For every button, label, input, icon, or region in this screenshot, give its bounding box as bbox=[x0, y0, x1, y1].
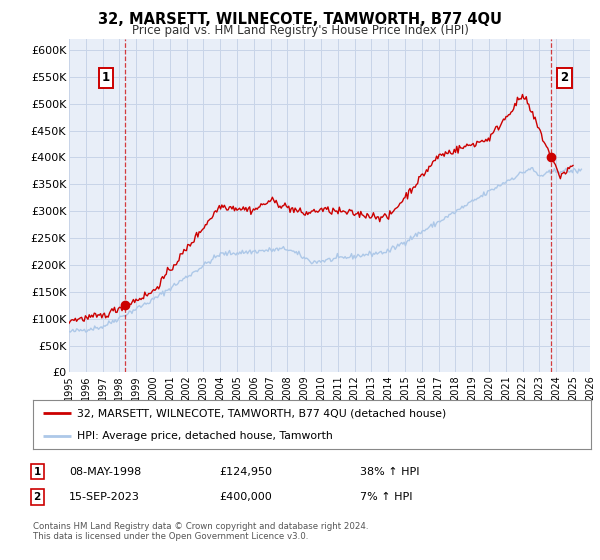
Text: HPI: Average price, detached house, Tamworth: HPI: Average price, detached house, Tamw… bbox=[77, 431, 332, 441]
Text: Contains HM Land Registry data © Crown copyright and database right 2024.
This d: Contains HM Land Registry data © Crown c… bbox=[33, 522, 368, 542]
Text: 32, MARSETT, WILNECOTE, TAMWORTH, B77 4QU: 32, MARSETT, WILNECOTE, TAMWORTH, B77 4Q… bbox=[98, 12, 502, 27]
Text: Price paid vs. HM Land Registry's House Price Index (HPI): Price paid vs. HM Land Registry's House … bbox=[131, 24, 469, 37]
Text: 1: 1 bbox=[34, 466, 41, 477]
Text: 1: 1 bbox=[102, 71, 110, 85]
Text: £124,950: £124,950 bbox=[219, 466, 272, 477]
Text: 2: 2 bbox=[34, 492, 41, 502]
Text: £400,000: £400,000 bbox=[219, 492, 272, 502]
Text: 7% ↑ HPI: 7% ↑ HPI bbox=[360, 492, 413, 502]
Text: 2: 2 bbox=[560, 71, 569, 85]
Text: 32, MARSETT, WILNECOTE, TAMWORTH, B77 4QU (detached house): 32, MARSETT, WILNECOTE, TAMWORTH, B77 4Q… bbox=[77, 408, 446, 418]
Text: 38% ↑ HPI: 38% ↑ HPI bbox=[360, 466, 419, 477]
Text: 15-SEP-2023: 15-SEP-2023 bbox=[69, 492, 140, 502]
Text: 08-MAY-1998: 08-MAY-1998 bbox=[69, 466, 141, 477]
